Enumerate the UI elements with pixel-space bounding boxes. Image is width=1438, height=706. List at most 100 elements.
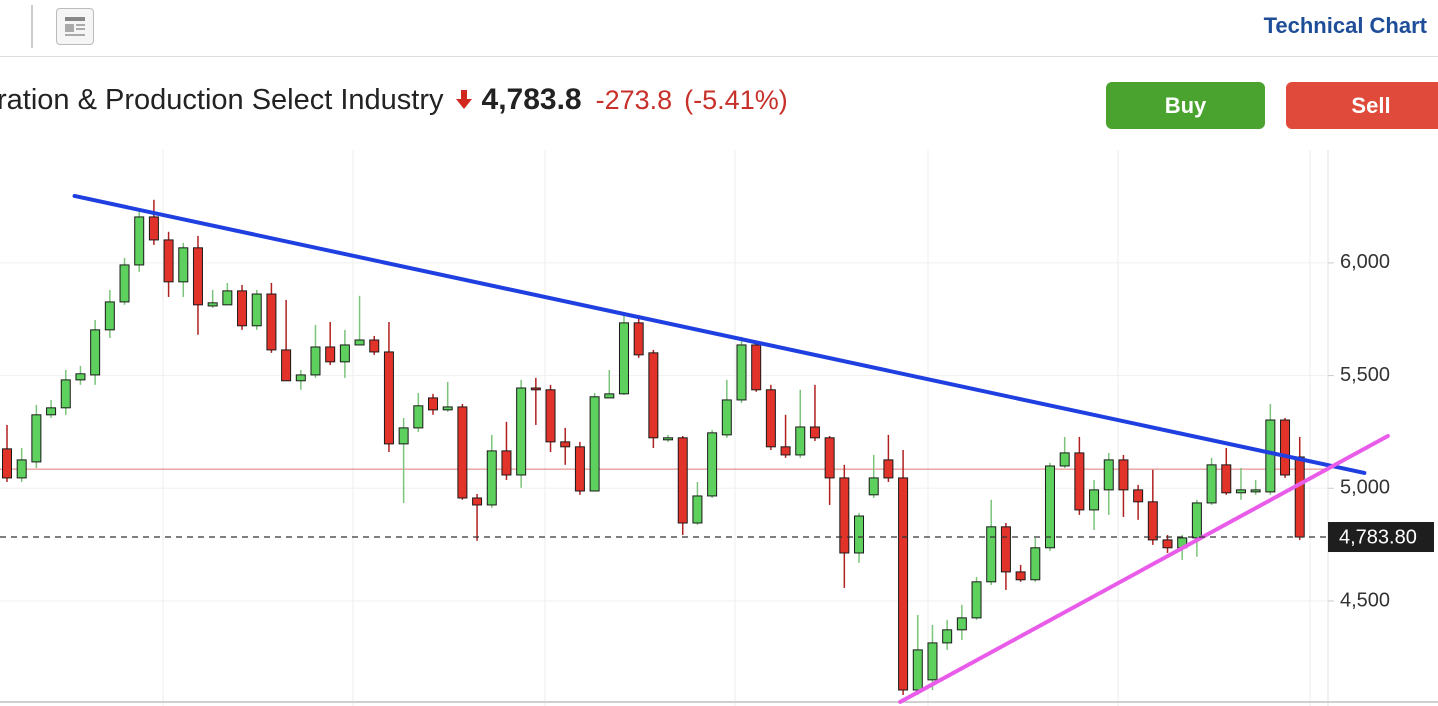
vertical-grid <box>162 150 1311 706</box>
candle-body <box>369 339 380 353</box>
candle-body <box>60 379 71 409</box>
candle-body <box>736 344 747 401</box>
icon-graphic <box>65 17 85 36</box>
candle-body <box>633 322 644 356</box>
candle-body <box>1118 459 1129 491</box>
candle-body <box>339 344 350 363</box>
candle-body <box>1030 547 1041 581</box>
candle-body <box>457 406 468 499</box>
trend-line <box>72 193 1367 475</box>
candle-body <box>1074 452 1085 511</box>
candle-body <box>986 526 997 583</box>
candle-body <box>868 477 879 496</box>
page-title[interactable]: Technical Chart <box>1263 13 1427 38</box>
y-tick-label: 4,500 <box>1340 589 1390 611</box>
trend-line <box>898 434 1390 704</box>
candle-body <box>31 414 42 463</box>
y-tick-label: 5,000 <box>1340 477 1390 499</box>
candle-body <box>1235 489 1246 494</box>
candle-body <box>516 387 527 476</box>
candle-body <box>1089 489 1100 511</box>
candle-body <box>354 339 365 346</box>
candle-body <box>1206 464 1217 504</box>
candle-body <box>692 495 703 524</box>
candle-body <box>883 459 894 479</box>
down-arrow <box>455 90 472 109</box>
candle-body <box>104 301 115 331</box>
candle-body <box>1191 502 1202 539</box>
candle-body <box>1059 452 1070 467</box>
candle-body <box>148 216 159 241</box>
candle-body <box>795 426 806 456</box>
candle-body <box>604 393 615 399</box>
candle-body <box>501 450 512 476</box>
price: 4,783.8 <box>481 83 582 116</box>
candle-body <box>1221 464 1232 494</box>
candle-body <box>956 617 967 631</box>
candle-body <box>927 642 938 681</box>
candle-body <box>251 293 262 327</box>
candle-body <box>16 459 27 479</box>
candle-body <box>912 649 923 691</box>
separator <box>31 5 33 48</box>
candle-body <box>1294 456 1305 538</box>
layout-icon[interactable] <box>56 8 94 45</box>
candle-body <box>428 397 439 411</box>
candle-body <box>765 389 776 448</box>
change-percent: (-5.41%) <box>684 84 788 115</box>
candle-body <box>222 290 233 306</box>
candle-body <box>1103 459 1114 491</box>
candle-body <box>207 302 218 307</box>
candle-body <box>192 247 203 306</box>
candle-body <box>707 432 718 497</box>
candle-body <box>898 477 909 691</box>
candle-body <box>325 346 336 363</box>
candle-body <box>237 290 248 327</box>
candle-body <box>1162 539 1173 549</box>
candle-body <box>486 450 497 506</box>
candle-body <box>971 581 982 619</box>
y-tick-label: 5,500 <box>1340 364 1390 386</box>
candle-body <box>560 441 571 448</box>
candle-body <box>677 437 688 524</box>
last-price-box <box>1328 522 1434 553</box>
candle-body <box>266 293 277 351</box>
candle-body <box>413 405 424 429</box>
candle-body <box>1133 489 1144 503</box>
candle-body <box>824 437 835 479</box>
candle-body <box>119 264 130 303</box>
candle-body <box>398 427 409 445</box>
candle-body <box>751 344 762 391</box>
candle-body <box>648 352 659 439</box>
top-bar: Technical Chart <box>0 0 1438 57</box>
chart: 4,500 5,000 5,500 6,000 4,783.80 <box>0 150 1438 706</box>
candle-body <box>90 329 101 376</box>
buy-button[interactable]: Buy <box>1106 82 1265 129</box>
candle-body <box>472 497 483 506</box>
candle-body <box>178 247 189 283</box>
sell-button[interactable]: Sell <box>1286 82 1438 129</box>
candle-body <box>295 374 306 382</box>
candle-body <box>530 387 541 391</box>
candle-body <box>1280 419 1291 476</box>
change: -273.8 <box>595 84 673 115</box>
candle-body <box>310 346 321 376</box>
candle-body <box>163 239 174 283</box>
candle-body <box>545 389 556 443</box>
candle-body <box>574 446 585 492</box>
last-price-label: 4,783.80 <box>1339 526 1417 548</box>
candle-body <box>1147 501 1158 541</box>
candle-body <box>1250 489 1261 493</box>
candle-body <box>383 351 394 445</box>
candle-body <box>618 322 629 395</box>
candle-body <box>1015 571 1026 581</box>
candle-body <box>1000 526 1011 573</box>
candle-body <box>2 448 12 479</box>
instrument-header: ration & Production Select Industry 4,78… <box>0 80 800 120</box>
candle-body <box>942 629 953 644</box>
candle-body <box>1265 419 1276 493</box>
candle-body <box>839 477 850 554</box>
candle-body <box>1044 465 1055 549</box>
candle-body <box>854 515 865 554</box>
